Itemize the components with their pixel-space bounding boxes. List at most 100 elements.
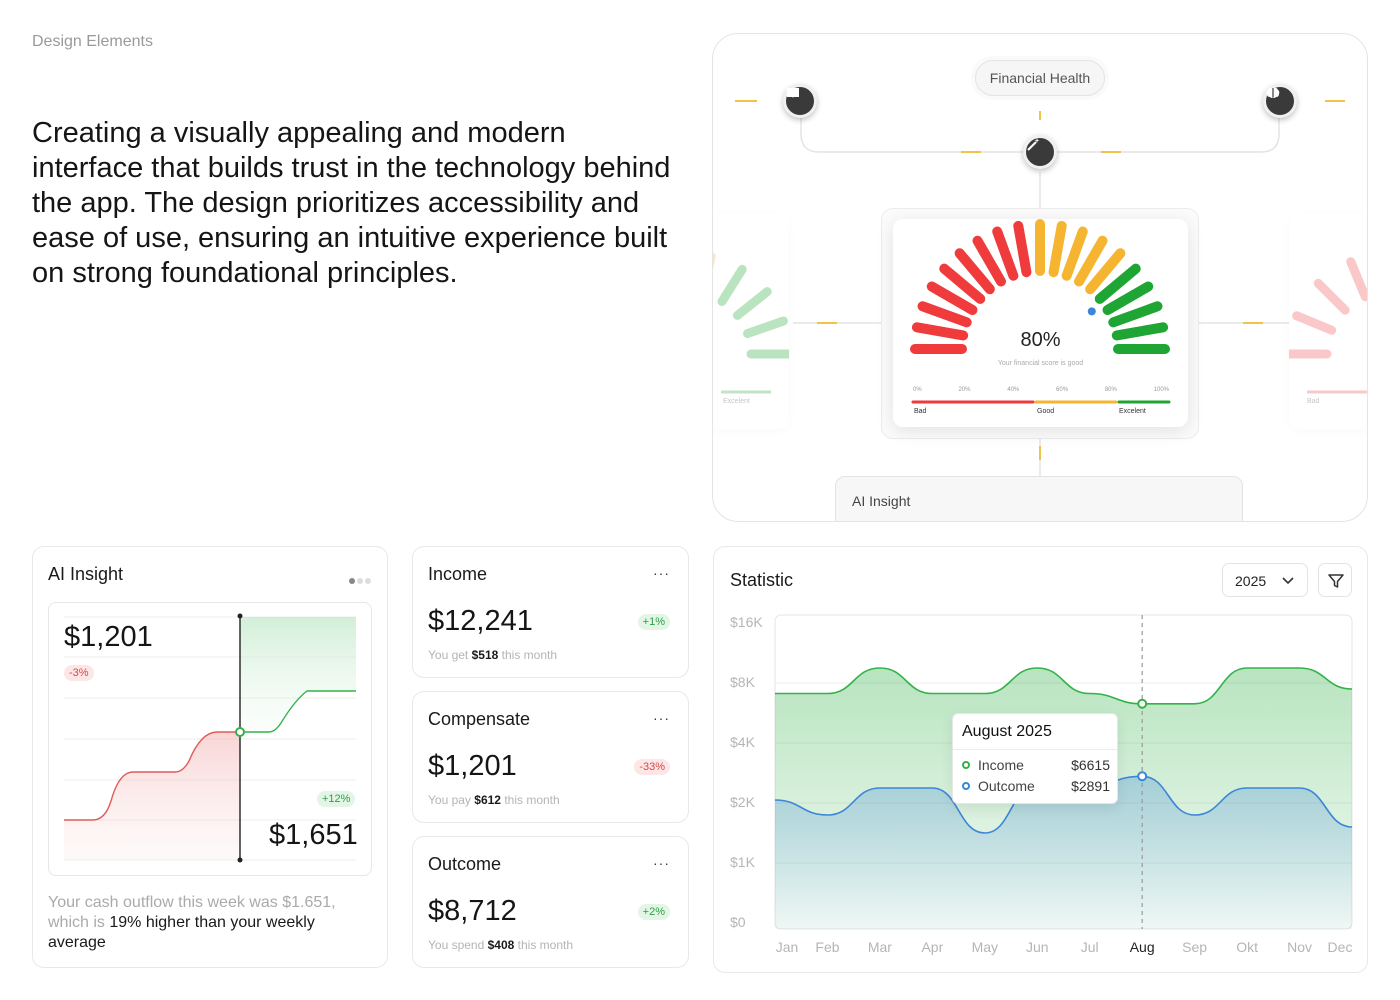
section-label: Design Elements xyxy=(32,33,153,50)
gauge-tick: 20% xyxy=(958,387,971,393)
gauge-segment xyxy=(1074,235,1108,287)
gauge-tick: 40% xyxy=(1007,387,1020,393)
x-tick-label[interactable]: Jun xyxy=(1025,939,1049,955)
chevron-down-icon xyxy=(1282,577,1294,585)
gauge-ticks: 0% 20% 40% 60% 80% 100% xyxy=(913,387,1169,393)
x-tick-label[interactable]: Feb xyxy=(815,939,840,955)
gauge-score: 80% xyxy=(1020,329,1061,351)
outcome-card: Outcome ··· $8,712 +2% You spend $408 th… xyxy=(412,836,689,968)
outflow-line xyxy=(64,731,240,821)
gauge-segment xyxy=(1108,301,1163,328)
filter-icon xyxy=(1328,574,1344,588)
card-subtext: You spend $408 this month xyxy=(428,938,574,952)
x-tick-label[interactable]: Okt xyxy=(1236,939,1258,955)
y-tick-label: $0 xyxy=(730,914,746,930)
badge-positive: +12% xyxy=(317,791,356,807)
gauge-tick: 0% xyxy=(913,387,922,393)
x-tick-label[interactable]: May xyxy=(971,939,999,955)
gauge-segment xyxy=(992,226,1019,281)
x-tick-label[interactable]: Aug xyxy=(1129,939,1155,955)
card-subtext: You get $518 this month xyxy=(428,648,558,662)
pagination-dots[interactable] xyxy=(347,571,371,589)
headline: Creating a visually appealing and modern… xyxy=(32,117,671,289)
x-tick-label[interactable]: Apr xyxy=(921,939,944,955)
gauge-card-ghost-left: Excelent xyxy=(713,214,789,429)
card-title: Statistic xyxy=(730,570,794,590)
card-value: $1,201 xyxy=(428,750,517,782)
tooltip-title: August 2025 xyxy=(962,723,1052,740)
series-line-income xyxy=(774,667,1353,705)
gauge-segment xyxy=(1102,281,1154,315)
more-menu-icon[interactable]: ··· xyxy=(653,565,670,581)
card-value: $12,241 xyxy=(428,605,533,637)
gauge-segment xyxy=(926,281,978,315)
x-tick-label[interactable]: Jul xyxy=(1080,939,1099,955)
gauge-segment xyxy=(939,263,986,304)
x-tick-label[interactable]: Mar xyxy=(867,939,892,955)
value-top: $1,201 xyxy=(64,621,153,653)
gauge-segment xyxy=(1013,220,1032,278)
book-icon[interactable] xyxy=(783,84,817,118)
gauge-segment xyxy=(911,322,969,341)
gauge-segment xyxy=(917,301,972,328)
gauge-arc xyxy=(910,219,1171,404)
x-tick-label[interactable]: Dec xyxy=(1327,939,1353,955)
gauge-segment xyxy=(1111,322,1169,341)
gauge-tick: 80% xyxy=(1104,387,1117,393)
gauge-tick: 60% xyxy=(1056,387,1069,393)
gauge-category-excellent: Excelent xyxy=(1119,408,1146,415)
tooltip-row-income: Income $6615 xyxy=(962,757,1110,773)
gauge-segment xyxy=(972,235,1006,287)
ai-insight-text: Your cash outflow this week was $1.651, … xyxy=(48,894,336,951)
gauge-segment xyxy=(954,248,995,295)
gauge-segment xyxy=(1085,248,1126,295)
card-title: Compensate xyxy=(428,709,531,729)
gauge-tick: 100% xyxy=(1153,387,1169,393)
y-tick-label: $1K xyxy=(730,854,755,870)
x-tick-label[interactable]: Sep xyxy=(1182,939,1208,955)
x-tick-label[interactable]: Jan xyxy=(775,939,799,955)
income-card: Income ··· $12,241 +1% You get $518 this… xyxy=(412,546,689,678)
highlight-point-outcome[interactable] xyxy=(1137,771,1148,782)
income-dot-icon xyxy=(962,761,970,769)
status-badge: +2% xyxy=(637,904,670,920)
outcome-dot-icon xyxy=(962,782,970,790)
gauge-segment xyxy=(1048,220,1067,278)
statistic-card: Statistic 2025 $16K $8K $4K $2K $1K $0 Jan Feb… xyxy=(713,546,1368,973)
financial-health-pill[interactable]: Financial Health xyxy=(975,60,1105,96)
card-title: Outcome xyxy=(428,854,502,874)
brain-icon[interactable] xyxy=(1263,84,1297,118)
magic-wand-icon[interactable] xyxy=(1023,135,1057,169)
inflow-line xyxy=(240,690,356,733)
chart-tooltip: August 2025 Income $6615 Outcome $2891 xyxy=(952,713,1118,804)
card-title: Income xyxy=(428,564,488,584)
gauge-segment xyxy=(1061,226,1088,281)
card-value: $8,712 xyxy=(428,895,517,927)
ai-insight-mini-card[interactable]: AI Insight xyxy=(835,476,1243,521)
year-select[interactable]: 2025 xyxy=(1222,563,1308,597)
ai-insight-chart: $1,201 -3% +12% $1,651 xyxy=(48,602,372,876)
value-bottom: $1,651 xyxy=(269,819,358,851)
x-tick-label[interactable]: Nov xyxy=(1287,939,1312,955)
financial-score-gauge: 80% Your financial score is good 0% 20% … xyxy=(893,219,1188,427)
highlight-point-income[interactable] xyxy=(1137,698,1148,709)
gauge-category-good: Good xyxy=(1037,408,1055,415)
compensate-card: Compensate ··· $1,201 -33% You pay $612 … xyxy=(412,691,689,823)
y-tick-label: $2K xyxy=(730,794,755,810)
y-tick-label: $4K xyxy=(730,734,755,750)
financial-health-showcase: Financial Health Excelent Bad 80% Your f… xyxy=(712,33,1368,522)
status-badge: -33% xyxy=(634,759,670,775)
status-badge: +1% xyxy=(637,614,670,630)
filter-button[interactable] xyxy=(1318,563,1352,597)
year-select-value: 2025 xyxy=(1235,573,1267,589)
ai-insight-mini-label: AI Insight xyxy=(852,493,911,509)
more-menu-icon[interactable]: ··· xyxy=(653,855,670,871)
more-menu-icon[interactable]: ··· xyxy=(653,710,670,726)
gauge-caption: Your financial score is good xyxy=(997,360,1084,367)
gauge-segment xyxy=(1094,263,1141,304)
ai-insight-card: AI Insight $1,201 -3% +12% $1,651 Your c… xyxy=(32,546,388,968)
card-subtext: You pay $612 this month xyxy=(428,793,560,807)
gauge-category-bad: Bad xyxy=(914,408,927,415)
y-tick-label: $8K xyxy=(730,674,755,690)
gauge-card-ghost-right: Bad xyxy=(1289,214,1367,429)
